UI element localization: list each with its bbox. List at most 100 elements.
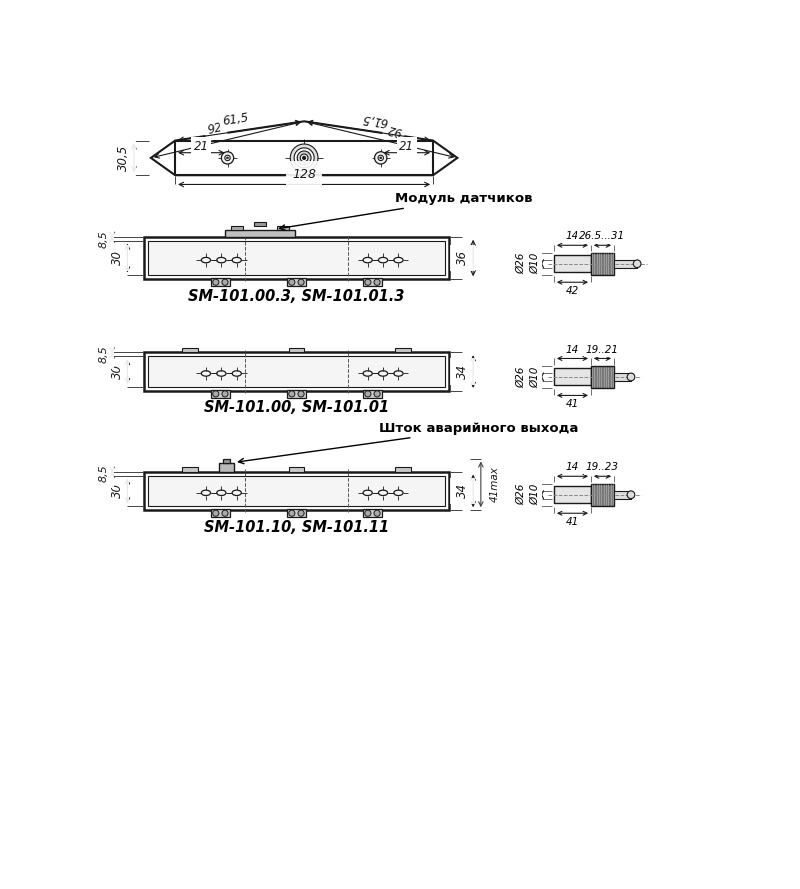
Circle shape <box>289 391 295 397</box>
Bar <box>289 348 304 352</box>
Circle shape <box>627 373 635 380</box>
Circle shape <box>365 510 371 517</box>
Text: Ø26: Ø26 <box>516 253 526 275</box>
Bar <box>148 241 445 276</box>
Text: SM-101.00, SM-101.01: SM-101.00, SM-101.01 <box>204 400 389 415</box>
Bar <box>144 352 449 391</box>
Text: 26.5...31: 26.5...31 <box>579 231 626 242</box>
Circle shape <box>294 148 314 168</box>
Bar <box>223 459 230 463</box>
Circle shape <box>222 152 234 164</box>
Circle shape <box>634 260 641 268</box>
Circle shape <box>289 279 295 285</box>
Bar <box>230 226 243 230</box>
Bar <box>211 390 230 397</box>
Bar <box>287 509 306 517</box>
Circle shape <box>374 391 380 397</box>
Bar <box>182 467 198 472</box>
Bar <box>287 390 306 397</box>
Text: 30,5: 30,5 <box>117 145 130 171</box>
Text: 8,5: 8,5 <box>98 345 108 363</box>
Text: 19..21: 19..21 <box>586 345 619 355</box>
Text: 21: 21 <box>399 140 414 153</box>
Bar <box>148 356 445 387</box>
Circle shape <box>213 510 219 517</box>
Text: SM-101.10, SM-101.11: SM-101.10, SM-101.11 <box>204 520 389 534</box>
Bar <box>144 236 449 279</box>
Circle shape <box>365 391 371 397</box>
Text: 19..23: 19..23 <box>586 462 619 472</box>
Circle shape <box>225 156 230 161</box>
Bar <box>226 230 294 236</box>
Bar <box>363 278 382 286</box>
Bar <box>211 278 230 286</box>
Circle shape <box>222 279 228 285</box>
Text: 14: 14 <box>566 231 579 242</box>
Bar <box>614 260 637 268</box>
Bar <box>218 463 234 472</box>
Text: 92: 92 <box>206 121 224 137</box>
Circle shape <box>297 151 311 164</box>
Bar <box>144 472 449 510</box>
Circle shape <box>298 279 304 285</box>
Polygon shape <box>151 121 458 175</box>
Text: 30: 30 <box>110 251 123 266</box>
Bar <box>211 509 230 517</box>
Text: Шток аварийного выхода: Шток аварийного выхода <box>238 421 578 464</box>
Circle shape <box>222 510 228 517</box>
Text: Ø26: Ø26 <box>516 366 526 388</box>
Bar <box>554 255 591 272</box>
Text: 34: 34 <box>456 364 470 379</box>
Text: 14: 14 <box>566 345 579 355</box>
Bar <box>277 226 289 230</box>
Text: 8,5: 8,5 <box>98 465 108 483</box>
Text: 36: 36 <box>456 251 470 266</box>
Text: SM-101.00.3, SM-101.01.3: SM-101.00.3, SM-101.01.3 <box>188 289 405 304</box>
Text: Ø26: Ø26 <box>516 485 526 506</box>
Bar <box>614 373 631 380</box>
Circle shape <box>374 510 380 517</box>
Text: 41max: 41max <box>490 467 500 502</box>
Text: 61,5: 61,5 <box>361 111 389 128</box>
Bar <box>591 366 614 388</box>
Circle shape <box>226 157 229 159</box>
Bar <box>614 491 631 499</box>
Bar <box>395 348 410 352</box>
Circle shape <box>300 154 308 162</box>
Circle shape <box>298 510 304 517</box>
Bar <box>395 467 410 472</box>
Circle shape <box>374 152 387 164</box>
Text: 128: 128 <box>292 168 316 180</box>
Circle shape <box>374 279 380 285</box>
Bar <box>591 253 614 275</box>
Bar <box>554 368 591 386</box>
Circle shape <box>302 156 306 159</box>
Text: 8,5: 8,5 <box>98 230 108 248</box>
Bar <box>182 348 198 352</box>
Text: Ø10: Ø10 <box>530 485 540 506</box>
Bar <box>554 486 591 503</box>
Bar <box>148 476 445 507</box>
Bar <box>363 390 382 397</box>
Circle shape <box>213 279 219 285</box>
Circle shape <box>290 144 318 172</box>
Circle shape <box>222 391 228 397</box>
Text: 41: 41 <box>566 399 579 409</box>
Text: 30: 30 <box>110 364 123 379</box>
Text: Модуль датчиков: Модуль датчиков <box>280 192 532 230</box>
Circle shape <box>627 491 635 499</box>
Text: 42: 42 <box>566 286 579 296</box>
Text: 21: 21 <box>194 140 209 153</box>
Bar <box>591 484 614 506</box>
Text: 14: 14 <box>566 462 579 472</box>
Circle shape <box>365 279 371 285</box>
Text: 61,5: 61,5 <box>222 111 250 128</box>
Text: 34: 34 <box>456 484 470 499</box>
Text: 41: 41 <box>566 517 579 527</box>
Text: Ø10: Ø10 <box>530 253 540 275</box>
Circle shape <box>289 510 295 517</box>
Bar <box>287 278 306 286</box>
Bar <box>363 509 382 517</box>
Circle shape <box>298 391 304 397</box>
Circle shape <box>213 391 219 397</box>
